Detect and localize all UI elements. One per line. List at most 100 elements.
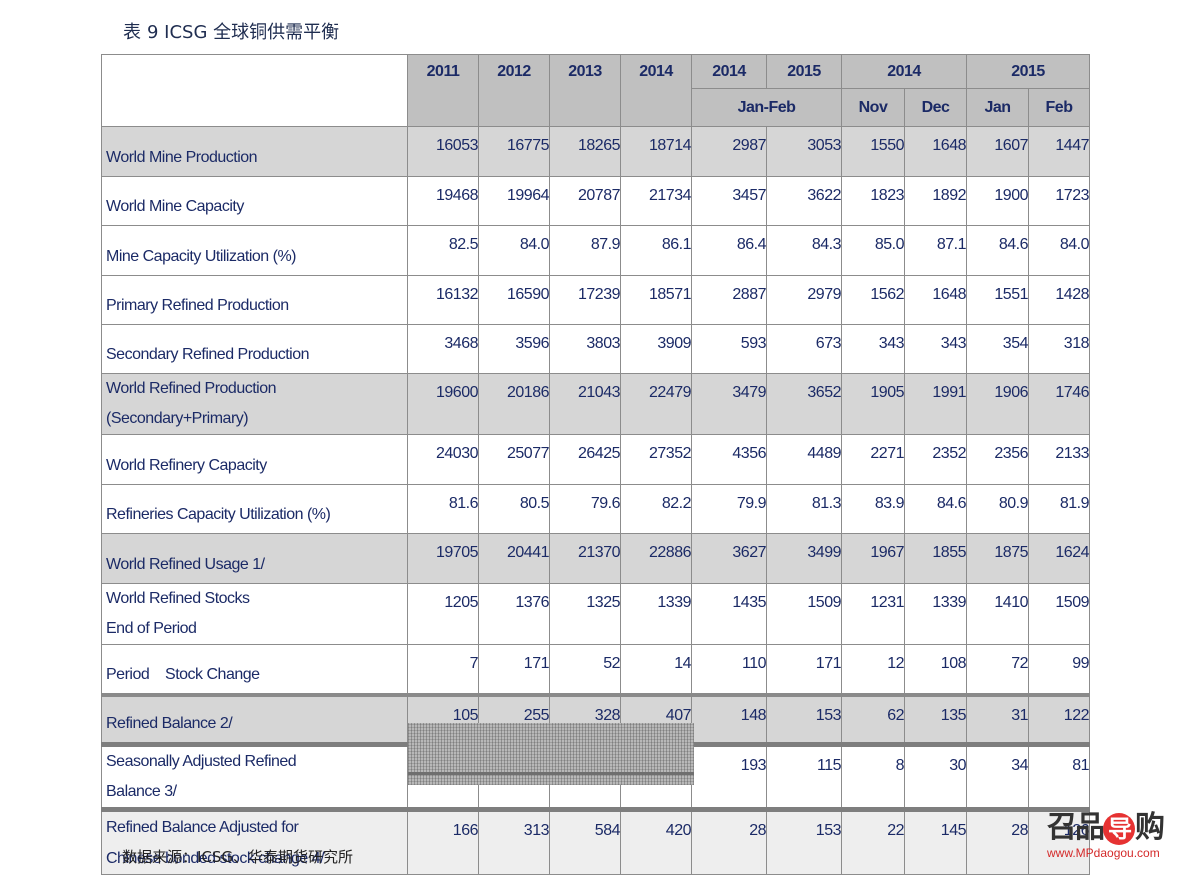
value-cell: 3652	[766, 373, 842, 435]
value-cell: 20441	[478, 533, 550, 584]
table-title-text: 9 ICSG 全球铜供需平衡	[147, 22, 340, 43]
value-cell: 1892	[904, 176, 967, 226]
value-cell: 3909	[620, 324, 692, 374]
value-cell: 31	[966, 692, 1029, 745]
value-cell: 3457	[691, 176, 767, 226]
value-cell: 4356	[691, 434, 767, 485]
value-cell: 4489	[766, 434, 842, 485]
header-year: 2012	[478, 54, 550, 127]
row-label-line: End of Period	[106, 620, 197, 637]
value-cell: 3053	[766, 126, 842, 177]
value-cell: 343	[841, 324, 905, 374]
value-cell: 354	[966, 324, 1029, 374]
value-cell: 1607	[966, 126, 1029, 177]
value-cell: 1562	[841, 275, 905, 325]
value-cell: 79.9	[691, 484, 767, 534]
value-cell: 19705	[407, 533, 479, 584]
row-label-line: World Refined Usage 1/	[106, 556, 265, 573]
value-cell: 22886	[620, 533, 692, 584]
value-cell: 84.0	[478, 225, 550, 276]
value-cell: 1991	[904, 373, 967, 435]
value-cell: 87.1	[904, 225, 967, 276]
value-cell: 2887	[691, 275, 767, 325]
row-label: Primary Refined Production	[101, 275, 408, 325]
value-cell: 420	[620, 807, 692, 875]
value-cell: 1723	[1028, 176, 1090, 226]
value-cell: 1550	[841, 126, 905, 177]
value-cell: 19468	[407, 176, 479, 226]
value-cell: 16132	[407, 275, 479, 325]
value-cell: 1231	[841, 583, 905, 645]
table-row: Refined Balance Adjusted for Chinese bond…	[101, 807, 1090, 875]
value-cell: 1906	[966, 373, 1029, 435]
value-cell: 110	[691, 644, 767, 695]
row-label-line: World Refined Stocks	[106, 590, 250, 607]
value-cell: 2356	[966, 434, 1029, 485]
value-cell: 25077	[478, 434, 550, 485]
value-cell: 30	[904, 742, 967, 810]
header-period: Jan	[966, 88, 1029, 127]
table-row: Primary Refined Production 16132 16590 1723…	[101, 275, 1090, 325]
value-cell: 80.5	[478, 484, 550, 534]
row-label-line: Chinese bonded stock change 4/	[106, 850, 325, 867]
header-row-years: 2011 2012 2013 2014 2014 2015 2014 2015	[101, 54, 1090, 127]
value-cell: 81.9	[1028, 484, 1090, 534]
value-cell: 18714	[620, 126, 692, 177]
value-cell: 79.6	[549, 484, 621, 534]
value-cell: 171	[478, 644, 550, 695]
value-cell: 18571	[620, 275, 692, 325]
value-cell: 135	[904, 692, 967, 745]
value-cell: 26425	[549, 434, 621, 485]
value-cell: 593	[691, 324, 767, 374]
header-year: 2014	[691, 54, 767, 89]
value-cell: 1376	[478, 583, 550, 645]
value-cell: 83.9	[841, 484, 905, 534]
value-cell: 85.0	[841, 225, 905, 276]
table-row: World Refinery Capacity 24030 25077 26425 27…	[101, 434, 1090, 485]
table-row: Mine Capacity Utilization (%) 82.5 84.0 87.…	[101, 225, 1090, 276]
header-year: 2015	[766, 54, 842, 89]
value-cell: 108	[904, 644, 967, 695]
value-cell: 28	[966, 807, 1029, 875]
value-cell: 84.6	[904, 484, 967, 534]
data-source-note: 数据来源：ICSG、华泰期货研究所	[122, 848, 354, 866]
row-label-line: World Mine Production	[106, 149, 258, 166]
row-label-line: Primary Refined Production	[106, 297, 289, 314]
value-cell: 19600	[407, 373, 479, 435]
value-cell: 166	[407, 807, 479, 875]
table-row: World Mine Production 16053 16775 18265 1871…	[101, 126, 1090, 177]
value-cell: 2987	[691, 126, 767, 177]
value-cell: 17239	[549, 275, 621, 325]
header-period: Nov	[841, 88, 905, 127]
table-row: World Mine Capacity 19468 19964 20787 21734 3…	[101, 176, 1090, 226]
value-cell: 22	[841, 807, 905, 875]
row-label-line: Balance 3/	[106, 783, 177, 800]
header-year: 2014	[841, 54, 967, 89]
header-period: Jan-Feb	[691, 88, 842, 127]
value-cell: 193	[691, 742, 767, 810]
value-cell: 86.4	[691, 225, 767, 276]
value-cell: 14	[620, 644, 692, 695]
value-cell: 1648	[904, 275, 967, 325]
table-row: Refineries Capacity Utilization (%) 81.6 8…	[101, 484, 1090, 534]
value-cell: 24030	[407, 434, 479, 485]
value-cell: 313	[478, 807, 550, 875]
row-label-line: Period Stock Change	[106, 665, 260, 683]
table-title: 表 9 ICSG 全球铜供需平衡	[123, 18, 339, 44]
value-cell: 16590	[478, 275, 550, 325]
value-cell: 3803	[549, 324, 621, 374]
value-cell: 82.5	[407, 225, 479, 276]
value-cell: 20186	[478, 373, 550, 435]
value-cell: 1855	[904, 533, 967, 584]
value-cell: 1900	[966, 176, 1029, 226]
value-cell: 1648	[904, 126, 967, 177]
copper-balance-table: 2011 2012 2013 2014 2014 2015 2014 2015 …	[101, 54, 1090, 875]
value-cell: 1823	[841, 176, 905, 226]
value-cell: 1447	[1028, 126, 1090, 177]
value-cell: 21370	[549, 533, 621, 584]
row-label-line: World Mine Capacity	[106, 198, 244, 215]
value-cell: 673	[766, 324, 842, 374]
row-label-line: Refined Balance Adjusted for	[106, 819, 299, 836]
value-cell: 22479	[620, 373, 692, 435]
row-label-line: Seasonally Adjusted Refined	[106, 753, 297, 770]
